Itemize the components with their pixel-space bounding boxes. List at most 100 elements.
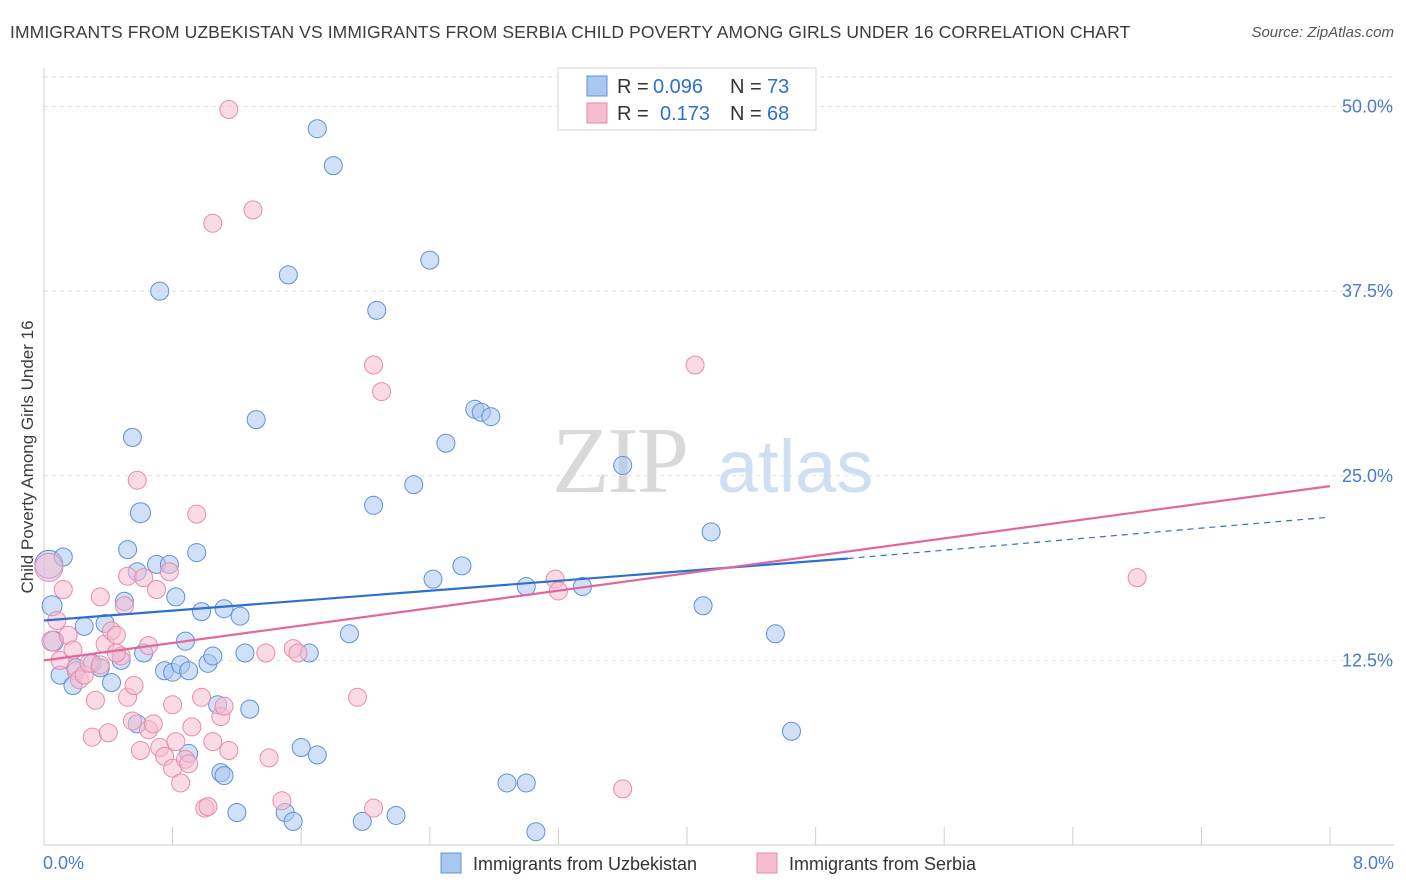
uzbekistan-point <box>352 811 372 831</box>
uzbekistan-point <box>404 475 424 495</box>
serbia-point <box>159 562 179 582</box>
serbia-point <box>243 200 263 220</box>
legend-swatch-uzbekistan <box>586 75 608 97</box>
uzbekistan-point <box>166 587 186 607</box>
uzbekistan-point <box>781 721 801 741</box>
uzbekistan-point <box>516 773 536 793</box>
uzbekistan-point <box>339 624 359 644</box>
uzbekistan-point <box>693 596 713 616</box>
uzbekistan-point <box>307 119 327 139</box>
uzbekistan-point <box>235 643 255 663</box>
uzbekistan-point <box>129 502 151 524</box>
uzbekistan-point <box>246 410 266 430</box>
bottom-legend-label-serbia: Immigrants from Serbia <box>789 854 977 874</box>
serbia-point <box>106 643 126 663</box>
serbia-point <box>1127 568 1147 588</box>
serbia-point <box>372 382 392 402</box>
uzbekistan-point <box>452 556 472 576</box>
data-points <box>34 99 1147 842</box>
uzbekistan-point <box>420 250 440 270</box>
serbia-point <box>85 690 105 710</box>
serbia-point <box>90 587 110 607</box>
serbia-point <box>166 732 186 752</box>
serbia-point <box>214 696 234 716</box>
serbia-point <box>90 655 110 675</box>
y-tick-label: 37.5% <box>1342 281 1393 301</box>
watermark-atlas: atlas <box>717 425 873 508</box>
serbia-point <box>118 566 138 586</box>
serbia-point <box>134 568 154 588</box>
uzbekistan-point <box>283 811 303 831</box>
legend-r-label-1: R = <box>617 76 649 98</box>
serbia-point <box>347 687 367 707</box>
trend-lines <box>43 485 1331 662</box>
uzbekistan-point <box>240 699 260 719</box>
uzbekistan-point <box>481 407 501 427</box>
serbia-point <box>143 714 163 734</box>
bottom-legend-swatch-serbia <box>756 852 778 874</box>
uzbekistan-point <box>214 766 234 786</box>
grid-lines <box>44 76 1394 661</box>
serbia-point <box>259 748 279 768</box>
uzbekistan-point <box>278 265 298 285</box>
serbia-point <box>98 723 118 743</box>
uzbekistan-point <box>367 300 387 320</box>
uzbekistan-point <box>613 455 633 475</box>
bottom-legend-swatch-uzbekistan <box>440 852 462 874</box>
uzbekistan-point <box>122 427 142 447</box>
legend-n-label-1: N = <box>730 76 762 98</box>
serbia-point <box>613 779 633 799</box>
legend-n-label-2: N = <box>730 103 762 125</box>
serbia-point <box>127 470 147 490</box>
serbia-point <box>163 695 183 715</box>
legend-n-value-2: 68 <box>767 103 789 125</box>
serbia-point <box>198 797 218 817</box>
uzbekistan-point <box>291 738 311 758</box>
y-tick-label: 12.5% <box>1342 650 1393 670</box>
serbia-point <box>122 711 142 731</box>
uzbekistan-point <box>102 673 122 693</box>
uzbekistan-point <box>307 745 327 765</box>
serbia-point <box>288 643 308 663</box>
x-tick-label-min: 0.0% <box>43 853 84 873</box>
serbia-point <box>171 773 191 793</box>
uzbekistan-point <box>386 805 406 825</box>
serbia-point <box>219 99 239 119</box>
legend-swatch-serbia <box>586 102 608 124</box>
uzbekistan-trend-extension <box>847 516 1331 560</box>
x-ticks <box>172 827 1331 845</box>
serbia-point <box>685 355 705 375</box>
uzbekistan-point <box>701 522 721 542</box>
legend-r-value-2: 0.173 <box>660 103 710 125</box>
serbia-point <box>53 579 73 599</box>
uzbekistan-point <box>230 606 250 626</box>
legend: R = 0.096 N = 73 R = 0.173 N = 68 <box>557 67 817 131</box>
uzbekistan-point <box>497 773 517 793</box>
x-tick-label-max: 8.0% <box>1353 853 1394 873</box>
uzbekistan-point <box>187 543 207 563</box>
uzbekistan-point <box>118 540 138 560</box>
serbia-point <box>34 552 64 582</box>
axes <box>43 68 1394 846</box>
y-tick-label: 25.0% <box>1342 466 1393 486</box>
serbia-point <box>219 740 239 760</box>
serbia-point <box>106 625 126 645</box>
serbia-point <box>130 740 150 760</box>
uzbekistan-point <box>192 602 212 622</box>
legend-n-value-1: 73 <box>767 76 789 98</box>
uzbekistan-point <box>526 822 546 842</box>
chart-title: IMMIGRANTS FROM UZBEKISTAN VS IMMIGRANTS… <box>10 22 1131 42</box>
uzbekistan-point <box>203 646 223 666</box>
serbia-point <box>192 687 212 707</box>
serbia-point <box>364 355 384 375</box>
serbia-point <box>82 727 102 747</box>
bottom-legend-label-uzbekistan: Immigrants from Uzbekistan <box>473 854 697 874</box>
uzbekistan-point <box>323 156 343 176</box>
uzbekistan-point <box>150 281 170 301</box>
chart-source: Source: ZipAtlas.com <box>1251 24 1394 41</box>
uzbekistan-point <box>364 495 384 515</box>
serbia-point <box>124 675 144 695</box>
uzbekistan-point <box>179 661 199 681</box>
bottom-legend: Immigrants from Uzbekistan Immigrants fr… <box>440 852 977 874</box>
